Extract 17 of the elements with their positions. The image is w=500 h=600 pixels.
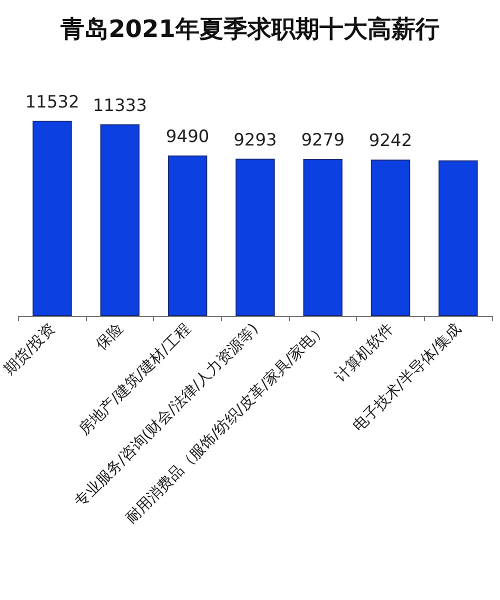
x-tick-label: 期货/投资 bbox=[0, 320, 59, 378]
bar bbox=[32, 120, 72, 316]
data-label: 11532 bbox=[25, 92, 80, 112]
data-label: 11333 bbox=[92, 96, 147, 116]
chart-title: 青岛2021年夏季求职期十大高薪行 bbox=[60, 15, 440, 43]
x-tick-label: 计算机软件 bbox=[331, 320, 397, 386]
x-tick-label: 保险 bbox=[92, 320, 126, 354]
bar bbox=[236, 158, 275, 316]
data-label: 9293 bbox=[234, 130, 277, 150]
bar bbox=[438, 160, 478, 316]
bar bbox=[303, 159, 342, 316]
bar bbox=[370, 160, 410, 316]
bar bbox=[100, 124, 140, 316]
data-label: 9242 bbox=[368, 131, 412, 152]
data-label: 9490 bbox=[166, 126, 210, 147]
data-label: 9279 bbox=[301, 130, 344, 151]
bar bbox=[168, 155, 208, 316]
